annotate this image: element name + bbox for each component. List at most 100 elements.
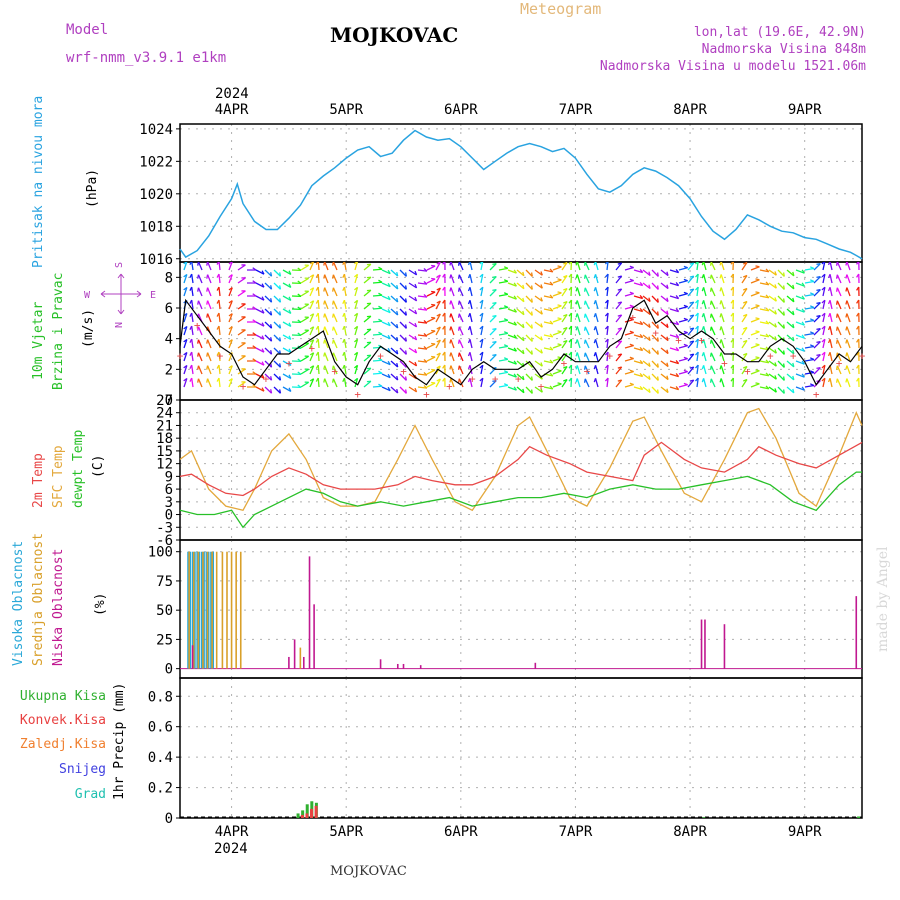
wind-arrowhead (774, 349, 777, 354)
wind-arrowhead (845, 262, 848, 266)
wind-arrow (408, 321, 417, 328)
wind-arrow (469, 300, 473, 310)
wind-arrow (615, 288, 623, 297)
wind-arrowhead (261, 374, 265, 379)
temp-frame (179, 399, 863, 541)
wind-arrow (768, 334, 777, 341)
wind-arrow (624, 318, 634, 323)
wind-arrow (343, 313, 347, 323)
wind-gust-marker: + (675, 334, 682, 347)
cloud-unit: (%) (93, 593, 108, 616)
wind-arrow (829, 365, 833, 375)
wind-arrowhead (639, 320, 644, 325)
wind-arrow (228, 287, 233, 297)
wind-arrow (498, 384, 508, 388)
wind-gust-marker: + (836, 357, 843, 370)
wind-arrowhead (197, 287, 200, 292)
wind-arrowhead (288, 348, 292, 353)
wind-arrowhead (378, 370, 383, 374)
wind-arrowhead (513, 373, 517, 378)
wind-arrow (516, 308, 525, 316)
wind-arrow (576, 287, 581, 297)
wind-gust-marker: + (400, 365, 407, 378)
wind-arrow (324, 378, 329, 388)
wind-arrow (183, 326, 188, 336)
top-date-label: 9APR (788, 102, 822, 118)
wind-arrowhead (414, 387, 418, 393)
wind-arrowhead (575, 287, 578, 292)
wind-arrowhead (414, 309, 418, 315)
wind-arrow (777, 282, 785, 290)
wind-arrow (309, 313, 315, 323)
wind-arrow (372, 359, 383, 362)
wind-arrowhead (387, 321, 391, 327)
wind-arrowhead (449, 313, 452, 318)
wind-arrowhead (457, 378, 460, 383)
wind-arrowhead (513, 386, 517, 391)
wind-gust-marker: + (744, 365, 751, 378)
wind-arrowhead (557, 343, 562, 346)
wind-arrowhead (323, 352, 326, 357)
wind-arrow (660, 321, 669, 329)
wind-arrow (372, 294, 383, 297)
wind-arrowhead (442, 286, 446, 291)
wind-arrowhead (288, 361, 292, 366)
precip-panel: 00.20.40.60.8 (148, 677, 863, 827)
wind-arrowhead (617, 288, 622, 291)
wind-arrow (273, 269, 281, 277)
wind-arrowhead (617, 327, 622, 330)
wind-arrow (741, 340, 748, 349)
wind-arrowhead (378, 357, 383, 361)
bottom-station-label: MOJKOVAC (330, 864, 407, 879)
wind-arrow (417, 334, 428, 337)
wind-arrow (624, 357, 634, 362)
wind-arrowhead (755, 330, 760, 333)
wind-arrow (606, 338, 609, 349)
wind-arrowhead (683, 265, 688, 269)
wind-arrow (795, 373, 805, 378)
wind-arrowhead (467, 377, 471, 383)
temp-ytick-label: 15 (156, 444, 173, 460)
wind-arrow (507, 334, 517, 339)
wind-arrow (354, 352, 359, 362)
wind-arrow (183, 313, 188, 323)
wind-arrowhead (774, 297, 777, 302)
wind-arrow (836, 352, 842, 362)
wind-arrowhead (404, 376, 407, 381)
bottom-date-label: 6APR (444, 824, 478, 840)
wind-arrow (300, 368, 310, 375)
wind-arrow (804, 306, 814, 310)
wind-arrow (309, 300, 315, 310)
wind-arrowhead (689, 275, 694, 278)
pressure-ytick-label: 1024 (139, 122, 173, 138)
wind-arrow (633, 321, 643, 326)
wind-arrow (804, 293, 814, 297)
wind-arrowhead (183, 377, 188, 382)
temp-ylabel-dewpt: dewpt Temp (71, 430, 86, 508)
convective-rain-bar (314, 805, 318, 818)
wind-arrow (594, 300, 599, 310)
wind-arrowhead (765, 359, 770, 364)
wind-arrowhead (297, 371, 302, 375)
wind-arrow (822, 300, 826, 310)
wind-arrow (720, 378, 725, 388)
wind-arrowhead (297, 267, 302, 271)
wind-arrowhead (270, 311, 273, 316)
wind-arrowhead (436, 365, 441, 369)
wind-arrowhead (792, 297, 795, 303)
wind-arrowhead (342, 364, 346, 370)
wind-arrowhead (689, 366, 694, 369)
wind-gust-marker: + (790, 350, 797, 363)
pressure-line (179, 129, 863, 260)
wind-arrow (218, 273, 221, 284)
wind-arrow (642, 321, 651, 329)
wind-arrow (804, 371, 814, 375)
wind-arrowhead (557, 382, 562, 385)
wind-arrow (480, 339, 484, 349)
wind-arrow (516, 386, 525, 394)
wind-gust-marker: + (354, 388, 361, 401)
wind-unit: (m/s) (81, 309, 96, 348)
wind-arrow (197, 339, 203, 349)
wind-arrow (381, 334, 391, 340)
wind-arrow (804, 319, 814, 323)
